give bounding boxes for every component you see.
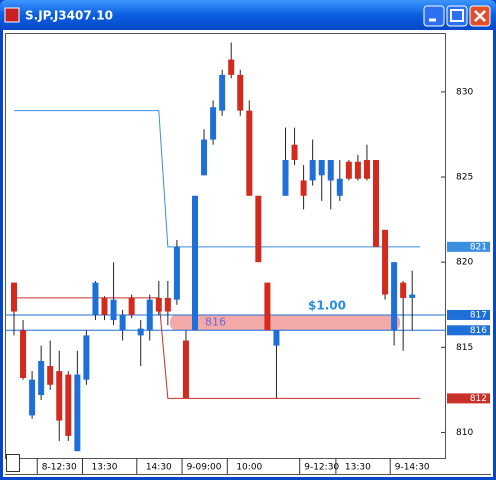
candle-body	[363, 160, 370, 179]
x-tick-label: 13:30	[92, 463, 118, 473]
window-title: S.JP.J3407.10	[25, 9, 113, 23]
price-tag	[447, 393, 490, 404]
candle-body	[318, 160, 325, 176]
candle-body	[119, 314, 126, 331]
candle-body	[228, 59, 235, 75]
candle-body	[74, 374, 81, 452]
candle-body	[192, 195, 198, 331]
candle-body	[237, 74, 244, 111]
candle-body	[210, 107, 217, 140]
title-bar	[0, 0, 496, 30]
candle-body	[373, 160, 379, 247]
candle-body	[137, 328, 144, 336]
corner-box[interactable]	[6, 454, 20, 472]
candle-body	[155, 297, 162, 312]
candle-body	[146, 299, 153, 331]
y-tick-label: 825	[456, 173, 473, 183]
maximize-icon	[450, 9, 464, 22]
x-tick-label: 9-09:00	[187, 463, 222, 473]
candle-body	[309, 160, 316, 181]
candle-body	[29, 379, 36, 416]
close-icon	[474, 10, 486, 22]
plot: 816 $1.00 817 816 821 812 810 815 820 825 830 8-12:…	[5, 42, 490, 474]
band-annotation: $1.00	[308, 298, 346, 312]
candle-body	[282, 160, 289, 196]
x-tick-label: 9-14:30	[395, 463, 430, 473]
candle-body	[391, 262, 398, 331]
candle-body	[38, 360, 45, 395]
band-label: 816	[205, 316, 226, 329]
candle-body	[400, 282, 407, 298]
price-tag	[447, 309, 490, 320]
x-tick-label: 13:30	[345, 463, 371, 473]
candle-body	[327, 160, 334, 181]
y-tick-label: 815	[456, 343, 473, 353]
y-tick-label: 830	[456, 87, 473, 97]
app-icon	[4, 7, 20, 23]
candle-body	[354, 161, 361, 179]
candle-body	[382, 229, 389, 295]
x-tick-label: 8-12:30	[42, 463, 77, 473]
client-area	[3, 30, 493, 477]
price-tag	[447, 325, 490, 336]
candle-body	[291, 144, 298, 161]
candle-body	[246, 110, 253, 196]
candle-body	[20, 330, 27, 378]
candle-body	[300, 180, 307, 196]
candle-body	[92, 282, 99, 315]
price-tag	[447, 241, 490, 252]
candle-body	[336, 178, 343, 196]
candle-body	[11, 282, 17, 312]
minimize-button[interactable]	[423, 5, 445, 27]
price-tag-label: 816	[470, 326, 487, 336]
plot-frame	[5, 33, 446, 459]
candle-body	[47, 366, 54, 385]
candle-body	[182, 340, 189, 399]
x-tick-label: 14:30	[146, 463, 172, 473]
overlay-line	[14, 297, 420, 399]
overlay-line	[14, 110, 420, 248]
price-tag-label: 817	[470, 310, 487, 320]
candle-body	[201, 139, 208, 176]
x-tick-label: 10:00	[236, 463, 262, 473]
candle-body	[101, 297, 108, 315]
candle-body	[83, 335, 90, 380]
candle-body	[219, 74, 226, 111]
highlight-band	[170, 314, 400, 331]
candle-body	[128, 297, 135, 315]
candle-body	[255, 195, 262, 263]
candle-body	[56, 371, 63, 421]
candle-body	[264, 282, 271, 331]
candle-body	[273, 330, 280, 346]
x-tick-label: 9-12:30	[304, 463, 339, 473]
candle-body	[409, 294, 416, 298]
candle-body	[345, 161, 352, 179]
price-tag-label: 821	[470, 242, 487, 252]
y-tick-label: 810	[456, 428, 473, 438]
candle-body	[65, 374, 72, 436]
y-tick-label: 820	[456, 258, 473, 268]
candle-body	[110, 299, 117, 321]
candle-body	[164, 297, 171, 312]
price-tag-label: 812	[470, 394, 487, 404]
candle-body	[173, 246, 180, 300]
